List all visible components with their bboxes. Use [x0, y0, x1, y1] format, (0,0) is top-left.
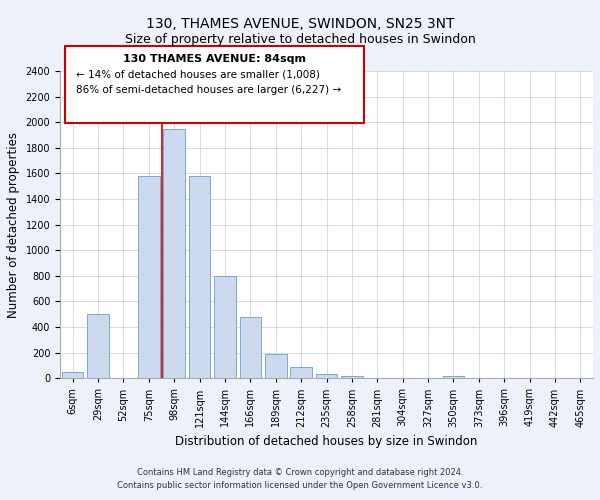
- Y-axis label: Number of detached properties: Number of detached properties: [7, 132, 20, 318]
- Bar: [290, 367, 312, 378]
- Bar: [239, 317, 261, 378]
- Text: Contains HM Land Registry data © Crown copyright and database right 2024.: Contains HM Land Registry data © Crown c…: [137, 468, 463, 477]
- Bar: [341, 376, 362, 378]
- Bar: [443, 376, 464, 378]
- Text: 130 THAMES AVENUE: 84sqm: 130 THAMES AVENUE: 84sqm: [123, 54, 306, 64]
- Bar: [214, 276, 236, 378]
- X-axis label: Distribution of detached houses by size in Swindon: Distribution of detached houses by size …: [175, 435, 478, 448]
- Bar: [62, 372, 83, 378]
- Text: Size of property relative to detached houses in Swindon: Size of property relative to detached ho…: [125, 32, 475, 46]
- Bar: [316, 374, 337, 378]
- Text: 130, THAMES AVENUE, SWINDON, SN25 3NT: 130, THAMES AVENUE, SWINDON, SN25 3NT: [146, 18, 454, 32]
- Bar: [163, 128, 185, 378]
- Bar: [265, 354, 287, 378]
- Text: Contains public sector information licensed under the Open Government Licence v3: Contains public sector information licen…: [118, 480, 482, 490]
- Bar: [87, 314, 109, 378]
- Bar: [138, 176, 160, 378]
- Text: 86% of semi-detached houses are larger (6,227) →: 86% of semi-detached houses are larger (…: [76, 85, 341, 95]
- FancyBboxPatch shape: [65, 46, 364, 123]
- Bar: [189, 176, 211, 378]
- Text: ← 14% of detached houses are smaller (1,008): ← 14% of detached houses are smaller (1,…: [76, 70, 320, 80]
